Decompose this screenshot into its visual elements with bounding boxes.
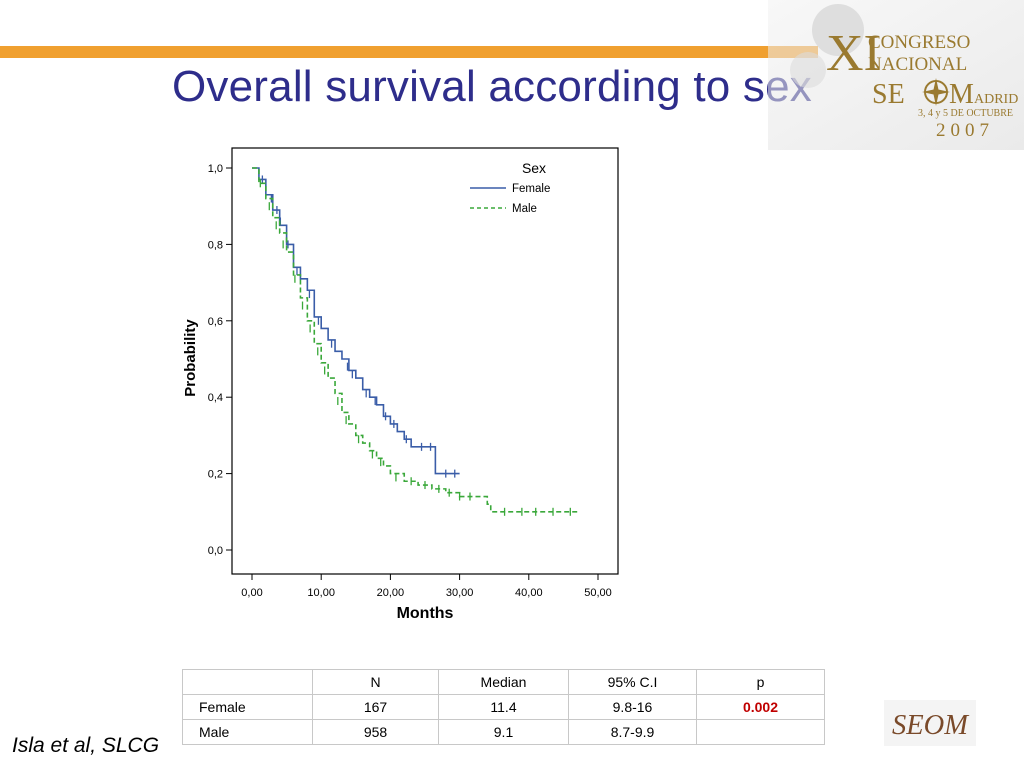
table-header-cell: p: [696, 669, 825, 695]
table-header-row: N Median 95% C.I p: [182, 669, 825, 695]
row-label: Male: [182, 719, 313, 745]
y-tick-label: 0,8: [208, 239, 223, 251]
table-header-cell: N: [312, 669, 439, 695]
x-axis: 0,00 10,00 20,00 30,00 40,00 50,00: [241, 574, 612, 599]
table-row: Female 167 11.4 9.8-16 0.002: [182, 694, 825, 720]
legend-label-male: Male: [512, 203, 537, 215]
x-tick-label: 20,00: [377, 587, 405, 599]
chart-legend: Sex Female Male: [470, 160, 550, 215]
cell-ci: 9.8-16: [568, 694, 697, 720]
y-axis: 0,0 0,2 0,4 0,6 0,8 1,0: [208, 163, 232, 557]
logo-brand-left: SE: [872, 79, 905, 110]
row-label: Female: [182, 694, 313, 720]
citation: Isla et al, SLCG: [12, 734, 160, 757]
logo-line2: NACIONAL: [868, 54, 967, 75]
x-tick-label: 40,00: [515, 587, 543, 599]
cell-ci: 8.7-9.9: [568, 719, 697, 745]
table-header-cell: 95% C.I: [568, 669, 697, 695]
logo-city: ADRID: [974, 92, 1018, 107]
logo-brand-right: M: [949, 79, 974, 110]
legend-title: Sex: [522, 160, 546, 176]
x-tick-label: 30,00: [446, 587, 474, 599]
y-tick-label: 0,2: [208, 469, 223, 481]
survival-chart: 0,0 0,2 0,4 0,6 0,8 1,0 0,00 10,00 20,00 30,00 40…: [182, 147, 619, 622]
x-axis-label: Months: [397, 605, 454, 622]
x-tick-label: 0,00: [241, 587, 262, 599]
logo-line1: CONGRESO: [868, 32, 970, 53]
congress-logo: XI CONGRESO NACIONAL SE M ADRID 3, 4 y 5…: [768, 0, 1024, 150]
cell-median: 11.4: [438, 694, 569, 720]
cell-median: 9.1: [438, 719, 569, 745]
legend-label-female: Female: [512, 183, 550, 195]
survival-stats-table: N Median 95% C.I p Female 167 11.4 9.8-1…: [182, 669, 825, 745]
chart-frame: [231, 147, 619, 575]
y-tick-label: 0,6: [208, 316, 223, 328]
male-survival-curve: [252, 167, 578, 513]
table-header-cell: Median: [438, 669, 569, 695]
x-tick-label: 50,00: [584, 587, 612, 599]
logo-roman-numeral: XI: [826, 25, 881, 82]
logo-year: 2007: [936, 120, 994, 141]
compass-icon: [922, 78, 950, 106]
y-tick-label: 0,4: [208, 392, 223, 404]
cell-n: 167: [312, 694, 439, 720]
table-header-cell: [182, 669, 313, 695]
slide-title: Overall survival according to sex: [172, 62, 812, 111]
cell-p-value: 0.002: [696, 694, 825, 720]
header-accent-rule: [0, 46, 818, 58]
table-row: Male 958 9.1 8.7-9.9: [182, 719, 825, 745]
seom-logo: SEOM: [884, 700, 976, 746]
y-axis-label: Probability: [182, 319, 199, 397]
cell-p-value: [696, 719, 825, 745]
seom-logo-text: SEOM: [892, 710, 970, 741]
logo-dates: 3, 4 y 5 DE OCTUBRE: [918, 108, 1013, 119]
y-tick-label: 0,0: [208, 545, 223, 557]
cell-n: 958: [312, 719, 439, 745]
x-tick-label: 10,00: [307, 587, 335, 599]
series-layer: [252, 167, 578, 516]
y-tick-label: 1,0: [208, 163, 223, 175]
